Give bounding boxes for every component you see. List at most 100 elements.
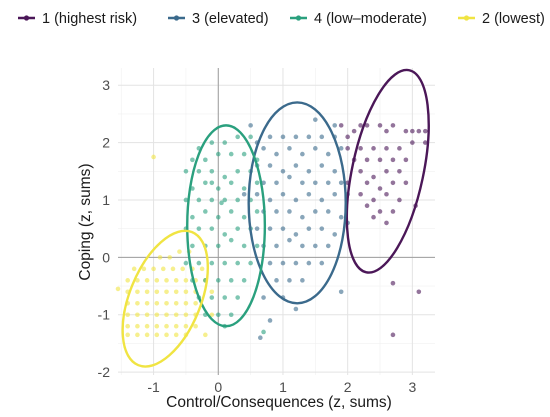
data-point <box>274 278 279 283</box>
data-point <box>313 146 318 151</box>
data-point <box>364 180 370 186</box>
data-point <box>215 278 221 283</box>
data-point <box>135 300 140 306</box>
data-point <box>319 226 325 231</box>
data-point <box>215 312 221 318</box>
data-point <box>144 300 150 306</box>
data-point <box>235 197 240 203</box>
data-point <box>144 289 150 295</box>
data-point <box>141 266 147 272</box>
data-point <box>280 191 286 197</box>
data-point <box>258 335 263 341</box>
data-point <box>209 197 215 203</box>
data-point <box>203 157 208 163</box>
data-point <box>287 174 292 180</box>
data-point <box>274 243 279 249</box>
data-point <box>203 180 208 186</box>
x-tick-label: 3 <box>408 379 416 395</box>
data-point <box>358 146 363 151</box>
data-point <box>364 203 370 209</box>
data-point <box>293 306 299 312</box>
data-point <box>228 209 234 214</box>
data-point <box>115 286 121 292</box>
data-point <box>267 134 273 140</box>
data-point <box>332 232 338 237</box>
data-point <box>287 209 292 214</box>
series-2-lowest-points <box>115 154 215 338</box>
data-point <box>358 123 363 128</box>
data-point <box>203 209 208 214</box>
data-point <box>319 260 325 266</box>
data-point <box>180 266 185 272</box>
data-point <box>280 134 286 140</box>
data-point <box>293 134 299 140</box>
legend-item-3-elevated: 3 (elevated) <box>168 11 269 27</box>
data-point <box>274 209 279 214</box>
data-point <box>274 180 279 186</box>
data-point <box>203 332 208 338</box>
data-point <box>173 312 179 318</box>
data-point <box>384 128 389 134</box>
y-tick-label: -1 <box>98 307 111 323</box>
data-point <box>410 128 415 134</box>
data-point <box>144 332 150 338</box>
data-point <box>293 260 299 266</box>
data-point <box>287 237 292 243</box>
data-point <box>377 186 383 191</box>
legend-key-dot <box>173 15 180 21</box>
data-point <box>325 209 331 214</box>
data-point <box>384 168 389 174</box>
data-point <box>293 232 299 237</box>
data-point <box>196 260 202 266</box>
data-point <box>183 168 189 174</box>
data-point <box>358 191 363 197</box>
data-point <box>235 168 240 174</box>
data-point <box>196 226 202 231</box>
data-point <box>209 312 215 318</box>
data-point <box>222 140 228 145</box>
data-point <box>209 260 215 266</box>
data-point <box>164 278 169 283</box>
data-point <box>228 237 234 243</box>
data-point <box>215 186 221 191</box>
data-point <box>222 232 228 237</box>
data-point <box>403 128 409 134</box>
data-point <box>390 157 396 163</box>
x-tick-label: 2 <box>344 379 352 395</box>
data-point <box>222 260 228 266</box>
legend-label: 4 (low–moderate) <box>314 11 427 27</box>
data-point <box>377 157 383 163</box>
data-point <box>125 312 131 318</box>
data-point <box>267 163 273 168</box>
legend: 1 (highest risk) 3 (elevated) 4 (low–moder… <box>18 11 545 27</box>
data-point <box>280 226 286 231</box>
data-point <box>325 151 331 157</box>
data-point <box>125 332 131 338</box>
data-point <box>135 332 140 338</box>
data-point <box>377 209 383 214</box>
data-point <box>416 289 422 295</box>
data-point <box>293 197 299 203</box>
y-tick-labels: -2 -1 0 1 2 3 <box>98 77 111 380</box>
data-point <box>306 260 312 266</box>
legend-item-2-lowest: 2 (lowest) <box>458 11 545 27</box>
y-axis-title: Coping (z, sums) <box>77 163 94 280</box>
data-point <box>183 312 189 318</box>
data-point <box>261 146 266 151</box>
data-point <box>241 278 247 283</box>
data-point <box>384 146 389 151</box>
data-point <box>125 278 131 283</box>
data-point <box>254 180 260 186</box>
data-point <box>377 123 383 128</box>
data-point <box>154 312 160 318</box>
data-point <box>410 140 415 145</box>
data-point <box>338 180 344 186</box>
data-point <box>274 151 279 157</box>
data-point <box>267 197 273 203</box>
data-point <box>325 180 331 186</box>
data-point <box>332 123 338 128</box>
legend-label: 1 (highest risk) <box>42 11 137 27</box>
data-point <box>173 332 179 338</box>
data-point <box>157 255 163 260</box>
